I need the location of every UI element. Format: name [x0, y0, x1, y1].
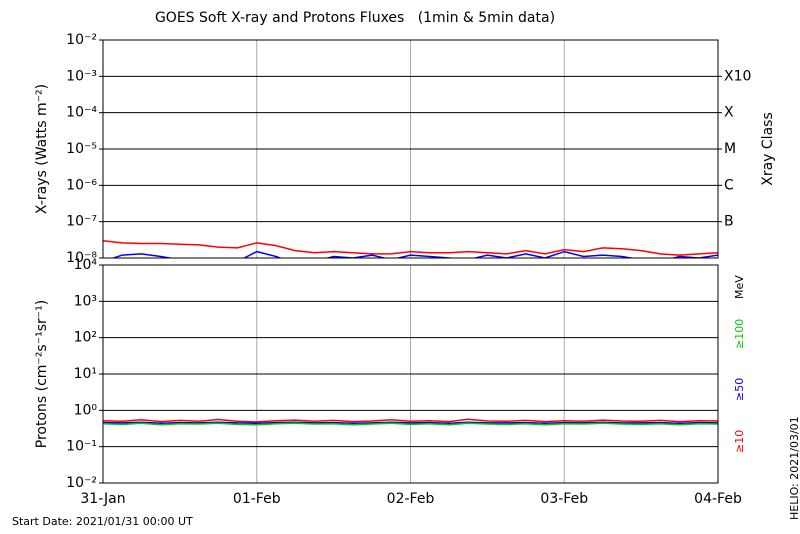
series-line	[111, 250, 718, 258]
y-tick-label: 10⁻⁵	[66, 141, 97, 157]
y-tick-label: 10⁻³	[66, 68, 97, 84]
legend-label: ≥100	[733, 319, 746, 349]
stamp: HELIO: 2021/03/01	[788, 416, 800, 520]
y-tick-label: 10⁻⁶	[66, 177, 97, 193]
y2-tick-label: X10	[724, 68, 751, 84]
y-tick-label: 10⁻¹	[66, 439, 97, 455]
y2-tick-label: C	[724, 177, 734, 193]
y-tick-label: 10³	[74, 293, 97, 309]
y-tick-label: 10⁰	[74, 402, 98, 418]
y2-tick-label: B	[724, 214, 734, 230]
y-tick-label: 10²	[74, 330, 97, 346]
series-line	[103, 418, 718, 423]
x-tick-label: 01-Feb	[233, 491, 281, 507]
plot-frame	[102, 39, 719, 259]
x-tick-label: 02-Feb	[387, 491, 435, 507]
legend-title: MeV	[733, 275, 746, 299]
series-line	[103, 422, 718, 426]
y-tick-label: 10⁴	[74, 257, 98, 273]
x-tick-label: 04-Feb	[694, 491, 742, 507]
y-tick-label: 10⁻⁷	[66, 214, 97, 230]
y-tick-label: 10⁻⁴	[66, 105, 97, 121]
x-tick-label: 03-Feb	[540, 491, 588, 507]
series-line	[103, 239, 718, 256]
x-tick-label: 31-Jan	[80, 491, 125, 507]
y-axis-label: Protons (cm⁻²s⁻¹sr⁻¹)	[34, 300, 50, 449]
y-tick-label: 10⁻²	[66, 475, 97, 491]
y-tick-label: 10⁻²	[66, 32, 97, 48]
y-tick-label: 10⁻⁸	[66, 250, 97, 266]
plot-area	[103, 418, 718, 426]
y2-tick-label: X	[724, 105, 734, 121]
y2-tick-label: M	[724, 141, 736, 157]
legend-label: ≥50	[733, 378, 746, 401]
series-line	[103, 421, 718, 425]
chart-title: GOES Soft X-ray and Protons Fluxes (1min…	[155, 10, 555, 26]
y-tick-label: 10¹	[74, 366, 97, 382]
plot-area	[103, 239, 718, 258]
start-date: Start Date: 2021/01/31 00:00 UT	[12, 515, 193, 528]
y2-axis-label: Xray Class	[760, 112, 776, 186]
legend-label: ≥10	[733, 430, 746, 453]
y-axis-label: X-rays (Watts m⁻²)	[34, 84, 50, 214]
plot-frame	[102, 264, 719, 484]
